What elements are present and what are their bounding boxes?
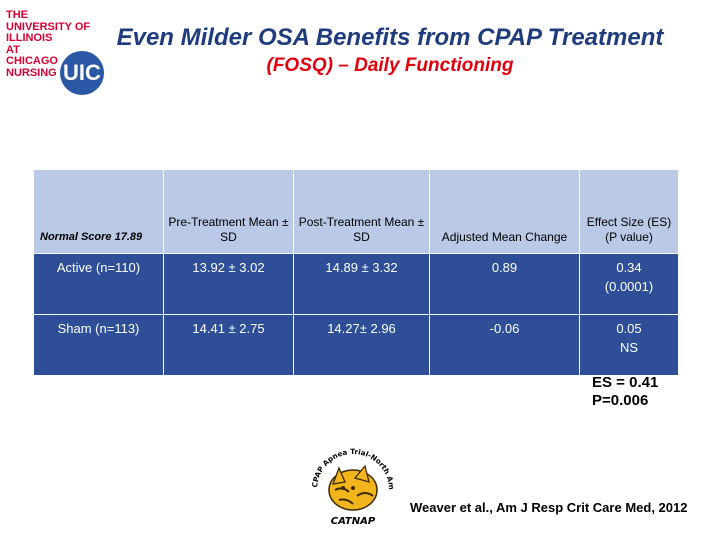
p-value: (0.0001) [604,279,654,294]
logo-line: NURSING [6,66,57,79]
header-adjusted-change: Adjusted Mean Change [429,169,580,254]
slide-subtitle: (FOSQ) – Daily Functioning [266,55,514,76]
cell-effect-size: 0.05 NS [579,314,679,376]
slide-title: Even Milder OSA Benefits from CPAP Treat… [116,24,664,51]
header-normal-score: Normal Score 17.89 [33,169,164,254]
logo-line: UNIVERSITY OF [6,20,91,33]
logo-line: ILLINOIS [6,32,53,45]
summary-es: ES = 0.41 [592,374,659,391]
results-table: Normal Score 17.89 Pre-Treatment Mean ± … [33,169,679,376]
effect-size-summary: ES = 0.41 P=0.006 [592,374,658,410]
catnap-label: CATNAP [331,516,376,527]
logo-line: AT [6,43,20,56]
logo-line: THE [6,9,28,21]
header-pre-treatment: Pre-Treatment Mean ± SD [163,169,294,254]
effect-size-value: 0.34 [616,260,642,275]
summary-p: P=0.006 [592,392,649,409]
uic-badge: UIC [60,51,104,95]
logo-line: CHICAGO [6,55,58,68]
cell-group: Sham (n=113) [33,314,164,376]
cell-effect-size: 0.34 (0.0001) [579,253,679,315]
effect-size-value: 0.05 [616,321,642,336]
cell-pre: 13.92 ± 3.02 [163,253,294,315]
cell-change: 0.89 [429,253,580,315]
table-row: Active (n=110) 13.92 ± 3.02 14.89 ± 3.32… [33,253,679,315]
logo-wordmark: THE UNIVERSITY OF ILLINOIS AT CHICAGO NU… [6,9,91,80]
cell-post: 14.89 ± 3.32 [293,253,430,315]
table-row: Sham (n=113) 14.41 ± 2.75 14.27± 2.96 -0… [33,314,679,376]
cell-post: 14.27± 2.96 [293,314,430,376]
table-header-row: Normal Score 17.89 Pre-Treatment Mean ± … [33,169,679,254]
header-effect-size: Effect Size (ES) (P value) [579,169,679,254]
header-post-treatment: Post-Treatment Mean ± SD [293,169,430,254]
catnap-emblem-icon: CPAP Apnea Trial-North American Program … [299,431,396,527]
uic-nursing-logo: THE UNIVERSITY OF ILLINOIS AT CHICAGO NU… [6,9,104,95]
p-value: NS [619,340,639,355]
catnap-logo: CPAP Apnea Trial-North American Program … [299,431,403,530]
cell-pre: 14.41 ± 2.75 [163,314,294,376]
cell-change: -0.06 [429,314,580,376]
cell-group: Active (n=110) [33,253,164,315]
citation: Weaver et al., Am J Resp Crit Care Med, … [410,500,688,515]
